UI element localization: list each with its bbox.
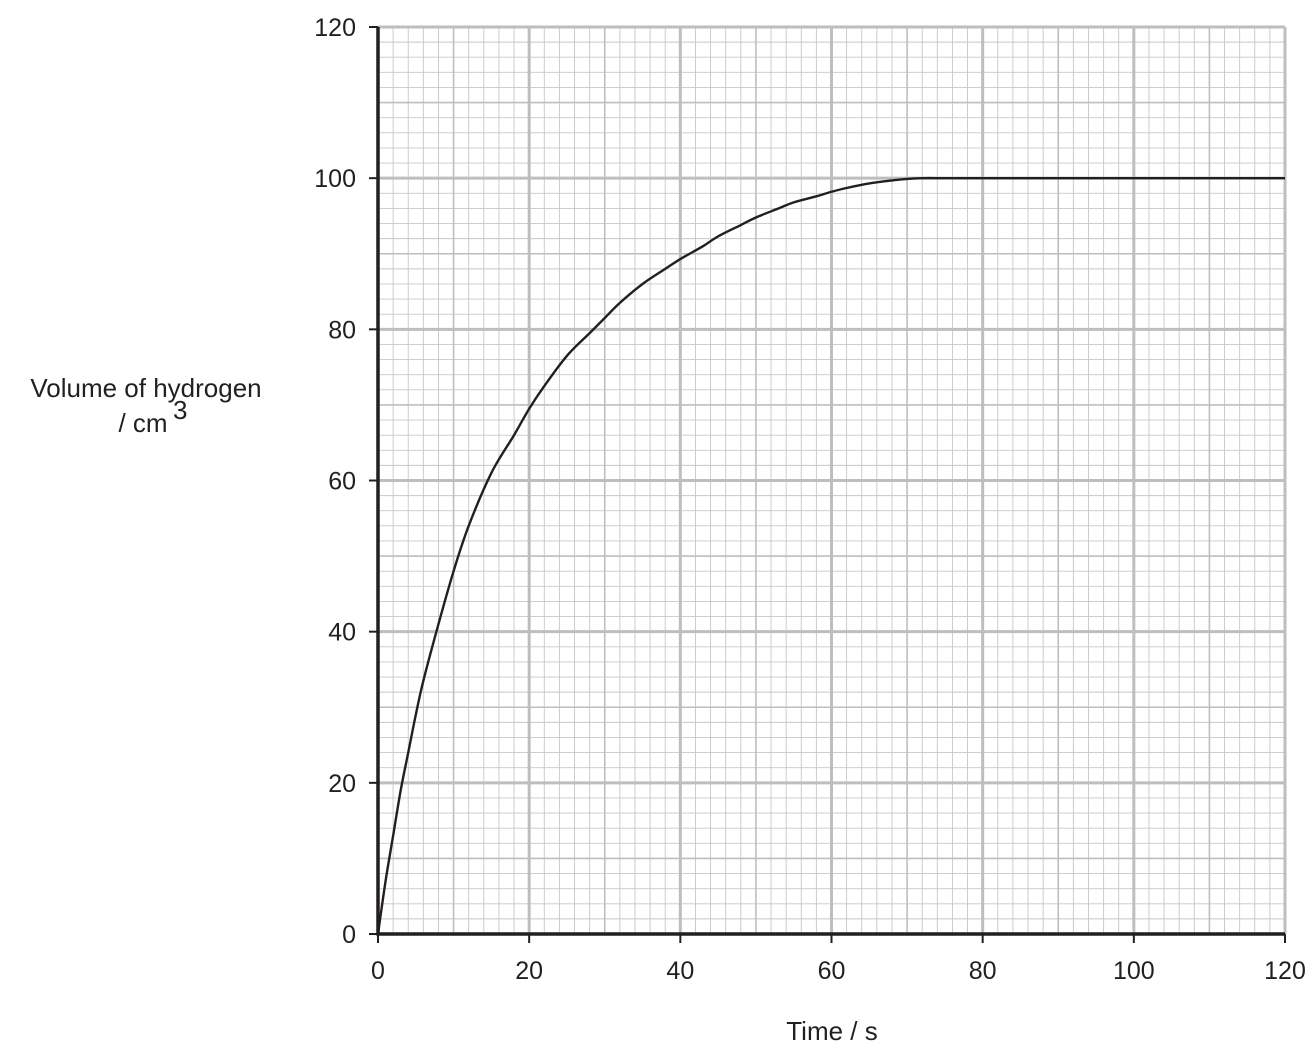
x-tick-label: 80 xyxy=(969,957,997,985)
y-tick-label: 60 xyxy=(328,468,356,496)
x-tick-label: 60 xyxy=(818,957,846,985)
y-tick-label: 120 xyxy=(314,14,356,42)
y-axis-title-line1: Volume of hydrogen xyxy=(30,373,261,403)
y-tick-label: 80 xyxy=(328,316,356,344)
x-axis-title: Time / s xyxy=(786,1016,877,1046)
y-axis-title-line2: / cm xyxy=(118,408,167,438)
graph-paper-grid xyxy=(376,25,1287,936)
x-tick-label: 0 xyxy=(371,957,385,985)
x-tick-label: 120 xyxy=(1264,957,1306,985)
y-tick-label: 0 xyxy=(342,921,356,949)
series-line-hydrogen-volume xyxy=(376,176,1285,935)
x-tick-label: 100 xyxy=(1113,957,1155,985)
y-tick-label: 40 xyxy=(328,619,356,647)
y-tick-label: 20 xyxy=(328,770,356,798)
x-tick-label: 20 xyxy=(515,957,543,985)
tick-labels: 0 20 40 60 80 100 120 0 20 40 60 80 100 120 xyxy=(314,14,1306,985)
y-tick-label: 100 xyxy=(314,165,356,193)
x-tick-label: 40 xyxy=(666,957,694,985)
y-axis-title-superscript: 3 xyxy=(173,395,187,425)
